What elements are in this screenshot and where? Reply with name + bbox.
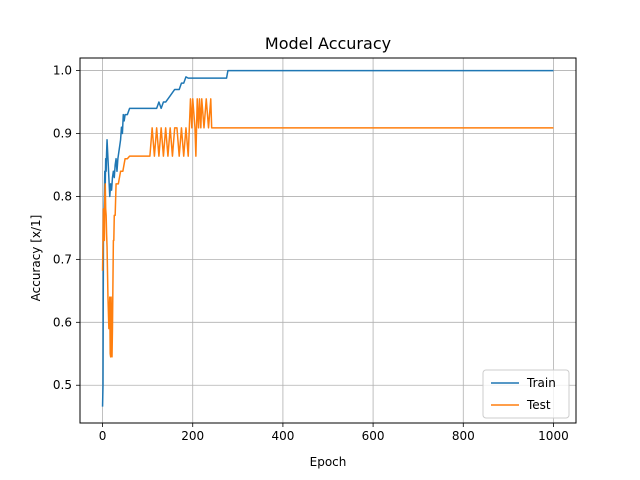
grid-lines xyxy=(80,58,576,423)
legend-label-train: Train xyxy=(526,376,556,390)
y-axis-label: Accuracy [x/1] xyxy=(29,215,43,302)
y-tick-label: 0.8 xyxy=(53,189,72,203)
x-tick-label: 200 xyxy=(181,429,204,443)
axis-ticks: 0 200 400 600 800 1000 0.5 0.6 0.7 0.8 0.9 1.0 xyxy=(53,64,569,443)
x-tick-label: 600 xyxy=(362,429,385,443)
y-tick-label: 0.7 xyxy=(53,252,72,266)
series-line-train xyxy=(101,69,554,407)
legend-label-test: Test xyxy=(526,398,551,412)
plot-frame xyxy=(79,57,577,424)
x-tick-label: 0 xyxy=(99,429,107,443)
x-tick-label: 800 xyxy=(452,429,475,443)
chart-title: Model Accuracy xyxy=(265,34,391,53)
series-line-test xyxy=(101,98,554,358)
legend-box xyxy=(482,369,570,419)
y-tick-label: 0.6 xyxy=(53,315,72,329)
x-tick-label: 400 xyxy=(271,429,294,443)
legend: Train Test xyxy=(482,369,570,419)
y-tick-label: 1.0 xyxy=(53,64,72,78)
y-tick-label: 0.9 xyxy=(53,127,72,141)
x-axis-label: Epoch xyxy=(310,455,347,469)
x-tick-label: 1000 xyxy=(538,429,569,443)
series-lines xyxy=(101,69,554,407)
y-tick-label: 0.5 xyxy=(53,378,72,392)
